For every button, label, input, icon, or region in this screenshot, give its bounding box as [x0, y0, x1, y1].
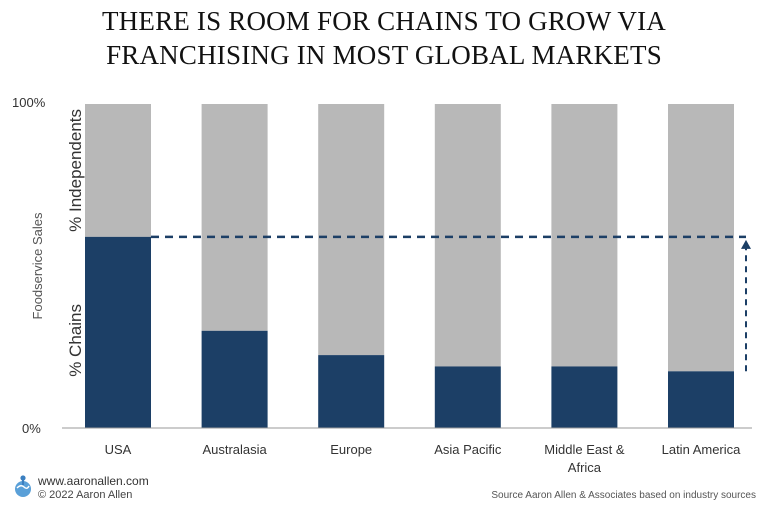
x-tick-labels: USA Australasia Europe Asia Pacific Middle E… [105, 442, 742, 475]
title-line-2: FRANCHISING IN MOST GLOBAL MARKETS [106, 40, 662, 70]
series-label-chains: % Chains [66, 304, 85, 377]
bar-chains-4 [551, 366, 618, 428]
x-tick-label-4: Middle East & Africa [544, 442, 625, 475]
bar-chains-2 [318, 355, 385, 428]
reference-arrow [151, 235, 751, 372]
x-tick-label-0: USA [105, 442, 132, 457]
y-tick-label-0: 0% [22, 421, 41, 436]
bar-independents-0 [85, 104, 151, 237]
y-tick-label-100: 100% [12, 95, 46, 110]
x-tick-label-5: Latin America [662, 442, 742, 457]
x-tick-label-3: Asia Pacific [434, 442, 502, 457]
bar-chains-3 [434, 366, 501, 428]
footer-website: www.aaronallen.com [38, 474, 149, 488]
bar-independents-1 [201, 104, 268, 331]
x-tick-label-1: Australasia [202, 442, 267, 457]
series-label-independents: % Independents [66, 109, 85, 232]
y-axis-label: Foodservice Sales [30, 212, 45, 319]
bar-independents-3 [434, 104, 501, 367]
footer-copyright: © 2022 Aaron Allen [38, 489, 133, 501]
chart-title: THERE IS ROOM FOR CHAINS TO GROW VIA FRA… [0, 4, 768, 72]
source-note: Source Aaron Allen & Associates based on… [491, 490, 756, 501]
title-line-1: THERE IS ROOM FOR CHAINS TO GROW VIA [101, 6, 666, 36]
bar-chains-1 [201, 330, 268, 428]
bar-independents-4 [551, 104, 618, 367]
bar-independents-2 [318, 104, 385, 356]
growth-arrow-head [741, 239, 751, 249]
globe-figure-icon [15, 475, 31, 497]
footer-branding: www.aaronallen.com © 2022 Aaron Allen [12, 474, 149, 502]
bars-group [85, 104, 734, 428]
bar-chains-5 [668, 371, 734, 428]
x-tick-label-2: Europe [330, 442, 372, 457]
bar-chains-0 [85, 236, 151, 428]
